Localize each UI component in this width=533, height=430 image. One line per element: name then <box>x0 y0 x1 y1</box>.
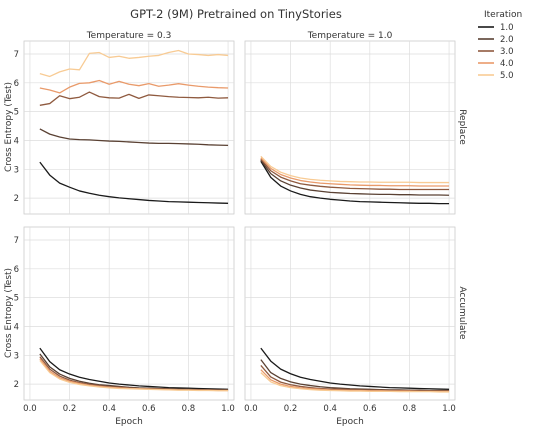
y-tick-label: 3 <box>14 351 19 361</box>
panel-accumulate-right: 0.0 0.2 0.4 0.6 0.8 1.0 <box>244 226 456 414</box>
y-tick-label: 4 <box>14 322 19 332</box>
series-line-iteration-1.0 <box>260 347 450 390</box>
row-title-bottom: Accumulate <box>457 286 467 340</box>
x-axis-label-right: Epoch <box>336 417 364 427</box>
chart-title: GPT-2 (9M) Pretrained on TinyStories <box>130 7 342 21</box>
y-tick-label: 7 <box>14 236 19 246</box>
legend-item-3.0: 3.0 <box>478 47 514 57</box>
series-line-iteration-2.0 <box>260 159 450 196</box>
panel-accumulate-left: 2 3 4 5 6 7 0.0 0.2 0.4 0.6 0.8 1.0 <box>14 226 235 414</box>
x-tick-label: 1.0 <box>221 404 235 414</box>
x-tick-label: 0.0 <box>23 404 37 414</box>
y-tick-label: 5 <box>14 294 19 304</box>
legend-label: 2.0 <box>500 35 514 45</box>
legend-label: 3.0 <box>500 47 514 57</box>
legend-item-4.0: 4.0 <box>478 59 514 69</box>
series-line-iteration-1.0 <box>260 160 450 205</box>
legend-label: 1.0 <box>500 23 514 33</box>
legend-label: 5.0 <box>500 71 514 81</box>
x-tick-label: 0.4 <box>323 404 337 414</box>
series-line-iteration-1.0 <box>39 347 229 390</box>
panel-replace-left: 2 3 4 5 6 7 <box>14 40 235 215</box>
series-line-iteration-2.0 <box>39 128 229 147</box>
panel-frame <box>244 40 456 215</box>
row-title-top: Replace <box>457 109 467 145</box>
x-tick-label: 0.0 <box>244 404 258 414</box>
x-tick-label: 0.6 <box>363 404 377 414</box>
y-tick-label: 2 <box>14 380 19 390</box>
legend-item-1.0: 1.0 <box>478 23 514 33</box>
series-line-iteration-2.0 <box>39 353 229 391</box>
y-axis-label-top: Cross Entropy (Test) <box>4 82 14 172</box>
x-tick-label: 1.0 <box>442 404 456 414</box>
series-line-iteration-4.0 <box>39 79 229 94</box>
x-tick-label: 0.2 <box>284 404 298 414</box>
series-line-iteration-5.0 <box>260 372 450 393</box>
panel-frame <box>23 226 235 401</box>
series-line-iteration-5.0 <box>260 155 450 184</box>
column-title-right: Temperature = 1.0 <box>307 31 393 41</box>
series-line-iteration-5.0 <box>39 360 229 392</box>
legend-item-5.0: 5.0 <box>478 71 514 81</box>
legend: Iteration 1.0 2.0 3.0 4.0 5.0 <box>478 10 522 81</box>
x-tick-label: 0.2 <box>63 404 77 414</box>
x-axis-label-left: Epoch <box>115 417 143 427</box>
x-tick-label: 0.4 <box>102 404 116 414</box>
legend-label: 4.0 <box>500 59 514 69</box>
series-line-iteration-1.0 <box>39 161 229 204</box>
legend-title: Iteration <box>484 10 522 20</box>
legend-item-2.0: 2.0 <box>478 35 514 45</box>
y-tick-label: 4 <box>14 136 19 146</box>
x-tick-label: 0.6 <box>142 404 156 414</box>
y-tick-label: 2 <box>14 194 19 204</box>
series-line-iteration-4.0 <box>260 157 450 187</box>
series-line-iteration-3.0 <box>260 158 450 191</box>
panel-frame <box>244 226 456 401</box>
y-tick-label: 5 <box>14 108 19 118</box>
series-line-iteration-5.0 <box>39 49 229 78</box>
column-title-left: Temperature = 0.3 <box>86 31 172 41</box>
panel-frame <box>23 40 235 215</box>
y-tick-label: 7 <box>14 50 19 60</box>
x-tick-label: 0.8 <box>182 404 196 414</box>
y-axis-label-bottom: Cross Entropy (Test) <box>4 268 14 358</box>
y-tick-label: 6 <box>14 79 19 89</box>
x-tick-label: 0.8 <box>403 404 417 414</box>
panel-replace-right <box>244 40 456 215</box>
y-tick-label: 6 <box>14 265 19 275</box>
series-line-iteration-3.0 <box>39 91 229 106</box>
y-tick-label: 3 <box>14 165 19 175</box>
